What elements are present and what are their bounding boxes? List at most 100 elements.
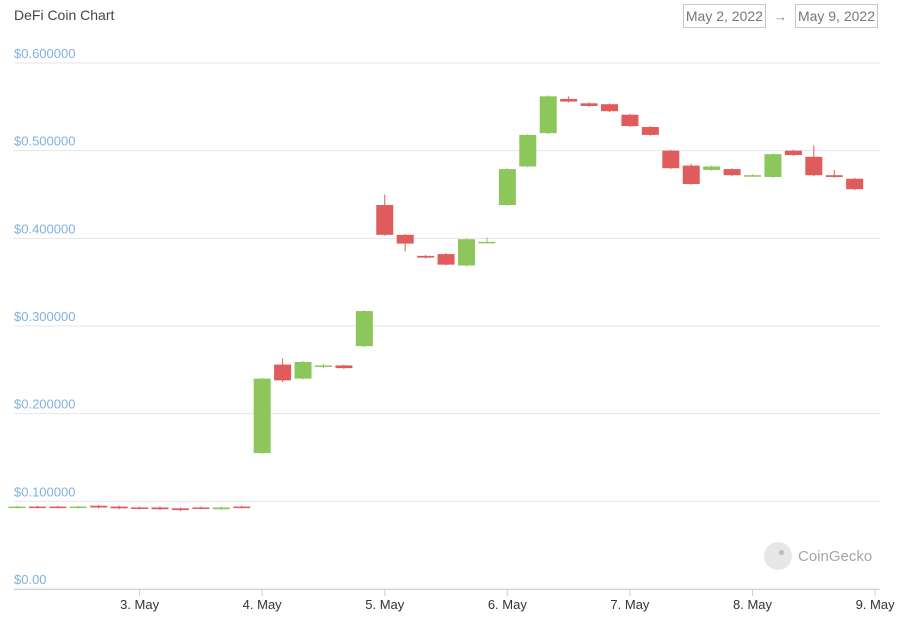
candle-body [131, 507, 149, 509]
candle-up[interactable] [69, 505, 87, 509]
grid-lines [14, 62, 880, 590]
candle-body [601, 104, 619, 112]
y-tick-label: $0.300000 [14, 309, 75, 324]
coingecko-watermark: CoinGecko [764, 542, 872, 570]
from-date-input[interactable]: May 2, 2022 [682, 4, 766, 28]
watermark-text: CoinGecko [798, 547, 873, 565]
candle-body [519, 134, 537, 167]
candle-body [233, 506, 251, 509]
y-tick-label: $0.00 [14, 572, 47, 587]
candle-body [478, 241, 496, 244]
candle-body [151, 507, 169, 510]
candle-down[interactable] [621, 113, 639, 127]
candle-down[interactable] [274, 358, 292, 383]
y-tick-label: $0.200000 [14, 397, 75, 412]
candle-down[interactable] [151, 506, 169, 511]
chart-title: DeFi Coin Chart [14, 7, 115, 23]
candle-up[interactable] [764, 153, 782, 178]
candle-up[interactable] [355, 310, 373, 348]
candle-body [825, 175, 843, 177]
candle-body [314, 365, 332, 367]
candle-down[interactable] [601, 103, 619, 113]
candle-down[interactable] [641, 126, 659, 136]
candle-body [49, 506, 67, 509]
candle-down[interactable] [376, 194, 394, 236]
y-tick-label: $0.100000 [14, 484, 75, 499]
candle-body [396, 234, 414, 244]
candle-body [744, 175, 762, 177]
y-tick-label: $0.400000 [14, 221, 75, 236]
x-tick-label: 3. May [120, 597, 160, 612]
candle-down[interactable] [110, 505, 128, 510]
candle-body [69, 506, 87, 509]
candle-up[interactable] [478, 237, 496, 244]
candle-down[interactable] [233, 505, 251, 509]
candle-body [355, 311, 373, 347]
candle-body [335, 365, 353, 369]
candle-body [846, 178, 864, 190]
candle-up[interactable] [519, 134, 537, 168]
candle-down[interactable] [90, 504, 108, 509]
candle-body [621, 114, 639, 127]
candle-body [703, 166, 721, 170]
candle-down[interactable] [580, 102, 598, 107]
candle-down[interactable] [49, 505, 67, 509]
candle-down[interactable] [805, 145, 823, 177]
candle-body [498, 169, 516, 206]
candle-down[interactable] [846, 177, 864, 191]
candle-body [560, 98, 578, 102]
candle-up[interactable] [294, 361, 312, 380]
candle-body [192, 507, 210, 509]
date-range: May 2, 2022 → May 9, 2022 [682, 4, 878, 28]
candle-down[interactable] [396, 233, 414, 252]
candle-body [539, 96, 557, 134]
candle-up[interactable] [498, 168, 516, 206]
candle-down[interactable] [723, 168, 741, 177]
candle-down[interactable] [171, 507, 189, 511]
candle-up[interactable] [703, 165, 721, 171]
candle-up[interactable] [212, 506, 230, 511]
candle-body [723, 169, 741, 176]
candle-body [641, 126, 659, 135]
candle-body [417, 255, 435, 258]
candle-body [8, 506, 26, 509]
candle-body [171, 508, 189, 511]
x-tick-label: 9. May [856, 597, 896, 612]
candle-body [110, 506, 128, 509]
candle-up[interactable] [539, 95, 557, 135]
to-date-input[interactable]: May 9, 2022 [794, 4, 878, 28]
candle-body [662, 150, 680, 169]
candle-up[interactable] [8, 505, 26, 509]
candle-body [764, 154, 782, 177]
candle-body [805, 156, 823, 176]
candle-down[interactable] [437, 253, 455, 266]
candle-down[interactable] [682, 163, 700, 185]
candle-down[interactable] [335, 364, 353, 369]
candle-down[interactable] [825, 169, 843, 178]
candle-down[interactable] [784, 149, 802, 156]
coingecko-gecko-icon [764, 542, 792, 570]
candle-down[interactable] [131, 506, 149, 510]
y-axis-ticks: $0.600000 $0.500000 $0.400000 $0.300000 $0.2… [14, 46, 75, 587]
candle-down[interactable] [192, 506, 210, 510]
candle-body [294, 361, 312, 379]
candle-down[interactable] [662, 149, 680, 170]
candle-body [457, 239, 475, 266]
candle-body [274, 364, 292, 381]
candle-up[interactable] [253, 377, 271, 454]
candle-up[interactable] [314, 363, 332, 369]
candle-body [437, 254, 455, 265]
candle-down[interactable] [560, 96, 578, 103]
candle-down[interactable] [28, 505, 46, 509]
candle-body [90, 505, 108, 508]
candle-body [253, 378, 271, 454]
x-tick-label: 8. May [733, 597, 773, 612]
candle-up[interactable] [744, 174, 762, 177]
x-tick-label: 5. May [365, 597, 405, 612]
candle-body [212, 507, 230, 510]
candle-down[interactable] [417, 254, 435, 259]
candle-up[interactable] [457, 238, 475, 267]
candles [8, 95, 864, 511]
x-tick-label: 6. May [488, 597, 528, 612]
